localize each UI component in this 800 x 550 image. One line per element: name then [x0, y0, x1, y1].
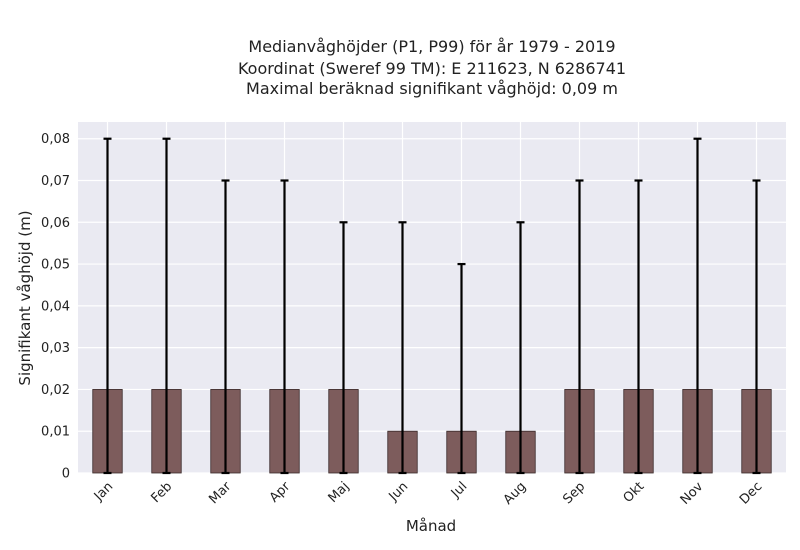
x-tick-label: Jul: [448, 479, 470, 501]
x-tick-label: Aug: [501, 479, 530, 508]
error-bar-dec: [752, 179, 761, 475]
y-tick-label: 0,08: [41, 132, 70, 147]
y-tick-label: 0,05: [41, 258, 70, 273]
x-axis-label: Månad: [406, 517, 456, 535]
y-tick-label: 0: [62, 467, 70, 482]
x-axis-ticks: Jan Feb Mar Apr Maj Jun Jul Aug Sep Okt Nov Dec: [91, 479, 765, 508]
y-tick-label: 0,02: [41, 383, 70, 398]
x-tick-label: Nov: [678, 479, 707, 508]
error-bar-okt: [634, 179, 643, 475]
error-bar-mar: [221, 179, 230, 475]
y-axis-label: Signifikant våghöjd (m): [16, 210, 34, 385]
error-bar-aug: [516, 221, 525, 475]
error-bar-sep: [575, 179, 584, 475]
x-tick-label: Apr: [267, 479, 294, 506]
error-bar-apr: [280, 179, 289, 475]
x-tick-label: Mar: [206, 479, 234, 507]
x-tick-label: Sep: [560, 479, 588, 507]
x-tick-label: Dec: [737, 479, 765, 507]
error-bar-maj: [339, 221, 348, 475]
error-bar-jun: [398, 221, 407, 475]
title-line-3: Maximal beräknad signifikant våghöjd: 0,…: [246, 79, 618, 98]
error-bar-nov: [693, 137, 702, 475]
error-bar-jan: [103, 137, 112, 475]
error-bar-jul: [457, 262, 466, 475]
title-line-1: Medianvåghöjder (P1, P99) för år 1979 - …: [248, 37, 615, 56]
x-tick-label: Jun: [386, 479, 412, 505]
chart-title: Medianvåghöjder (P1, P99) för år 1979 - …: [238, 37, 626, 98]
y-axis-ticks: 0 0,01 0,02 0,03 0,04 0,05 0,06 0,07 0,08: [41, 132, 70, 481]
y-tick-label: 0,01: [41, 425, 70, 440]
x-tick-label: Jan: [91, 479, 116, 504]
y-tick-label: 0,07: [41, 174, 70, 189]
x-tick-label: Maj: [326, 479, 353, 506]
plot-area: [78, 122, 786, 473]
error-bar-feb: [162, 137, 171, 475]
y-tick-label: 0,06: [41, 216, 70, 231]
x-tick-label: Feb: [148, 479, 175, 506]
title-line-2: Koordinat (Sweref 99 TM): E 211623, N 62…: [238, 59, 626, 78]
y-tick-label: 0,03: [41, 341, 70, 356]
y-tick-label: 0,04: [41, 299, 70, 314]
error-bars: [103, 137, 761, 475]
x-tick-label: Okt: [621, 479, 648, 506]
